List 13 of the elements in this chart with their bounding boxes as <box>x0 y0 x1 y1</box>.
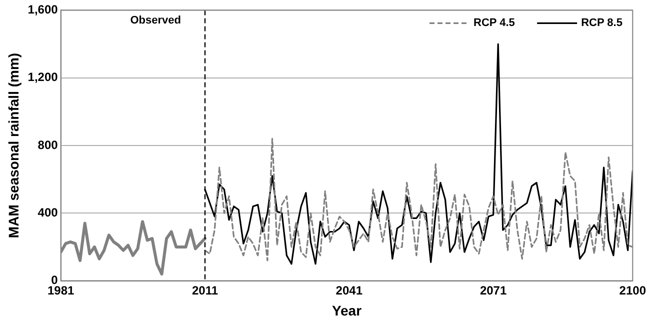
y-tick-label: 800 <box>38 138 58 152</box>
y-tick-label: 400 <box>38 205 58 220</box>
x-tick-label: 2100 <box>619 283 646 298</box>
legend-label: RCP 8.5 <box>581 17 622 30</box>
y-tick-label: 1,200 <box>28 70 58 84</box>
legend-label: RCP 4.5 <box>474 17 515 30</box>
y-tick-label: 1,600 <box>28 2 58 17</box>
x-tick-label: 2071 <box>480 283 507 298</box>
x-tick-label: 2041 <box>336 283 363 298</box>
x-tick-label: 2011 <box>192 283 218 298</box>
y-axis-title: MAM seasonal rainfall (mm) <box>5 52 22 238</box>
ref-line-label: Observed <box>130 14 181 27</box>
x-axis-title: Year <box>332 302 362 318</box>
